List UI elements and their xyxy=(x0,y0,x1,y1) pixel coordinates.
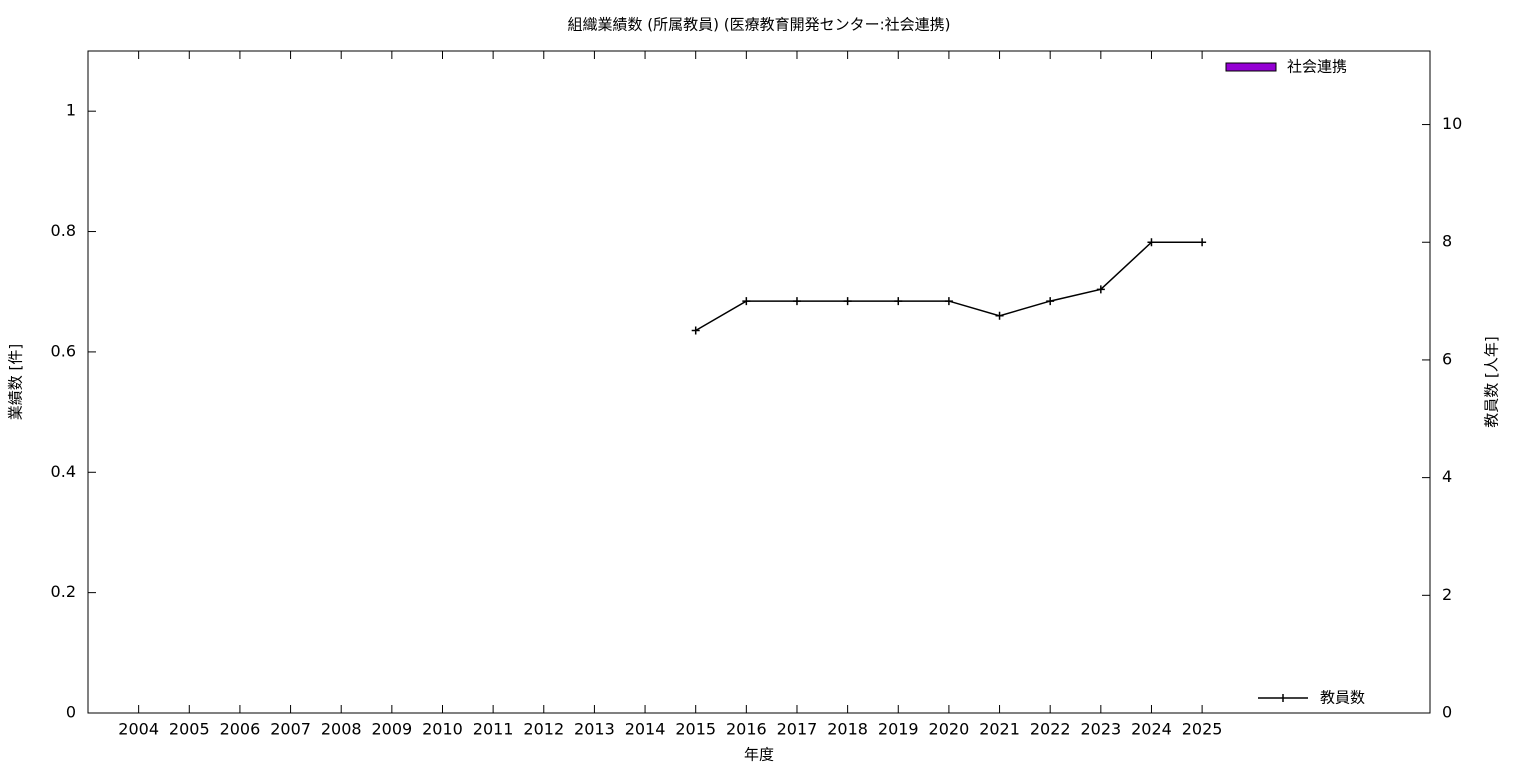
x-tick-label: 2009 xyxy=(371,720,412,739)
x-tick-label: 2016 xyxy=(726,720,767,739)
x-tick-label: 2025 xyxy=(1182,720,1223,739)
x-tick-label: 2022 xyxy=(1030,720,1071,739)
x-tick-label: 2010 xyxy=(422,720,463,739)
line xyxy=(695,241,1203,332)
x-tick-label: 2007 xyxy=(270,720,311,739)
x-tick-label: 2004 xyxy=(118,720,159,739)
y2-tick-label: 4 xyxy=(1442,467,1452,486)
point xyxy=(742,297,751,306)
y2-axis-label: 教員数 [人年] xyxy=(1483,336,1501,427)
plot-frame xyxy=(87,50,1431,714)
x-tick-label: 2021 xyxy=(979,720,1020,739)
x-tick-label: 2005 xyxy=(169,720,210,739)
legend-swatch xyxy=(1258,694,1308,702)
y2-tick-label: 8 xyxy=(1442,232,1452,251)
x-tick-label: 2023 xyxy=(1080,720,1121,739)
point xyxy=(1046,297,1055,306)
y-tick-label: 0.4 xyxy=(51,462,76,481)
x-tick-label: 2011 xyxy=(473,720,514,739)
y2-tick-label: 10 xyxy=(1442,114,1462,133)
y-tick-label: 1 xyxy=(66,101,76,120)
chart-title: 組織業績数 (所属教員) (医療教育開発センター:社会連携) xyxy=(567,16,950,34)
x-tick-label: 2006 xyxy=(220,720,261,739)
y-tick-label: 0.8 xyxy=(51,221,76,240)
point xyxy=(691,326,700,335)
x-tick-label: 2014 xyxy=(625,720,666,739)
y2-tick-label: 2 xyxy=(1442,585,1452,604)
point xyxy=(1198,238,1207,247)
x-tick-label: 2015 xyxy=(675,720,716,739)
y2-tick-label: 6 xyxy=(1442,349,1452,368)
x-tick-label: 2020 xyxy=(929,720,970,739)
y-tick-label: 0.2 xyxy=(51,582,76,601)
y-tick-label: 0.6 xyxy=(51,341,76,360)
point xyxy=(1147,238,1156,247)
legend-label: 社会連携 xyxy=(1287,58,1347,76)
point xyxy=(792,297,801,306)
x-tick-label: 2018 xyxy=(827,720,868,739)
x-tick-label: 2008 xyxy=(321,720,362,739)
point xyxy=(1096,285,1105,294)
legend-label: 教員数 xyxy=(1320,689,1365,707)
x-tick-label: 2013 xyxy=(574,720,615,739)
x-axis-label: 年度 xyxy=(744,746,774,764)
point xyxy=(995,311,1004,320)
y-axis-label: 業績数 [件] xyxy=(7,344,25,420)
x-tick-label: 2019 xyxy=(878,720,919,739)
point xyxy=(944,297,953,306)
y2-tick-label: 0 xyxy=(1442,703,1452,722)
x-tick-label: 2012 xyxy=(523,720,564,739)
y-tick-label: 0 xyxy=(66,703,76,722)
legend-swatch xyxy=(1225,62,1277,72)
x-tick-label: 2024 xyxy=(1131,720,1172,739)
x-tick-label: 2017 xyxy=(777,720,818,739)
point xyxy=(843,297,852,306)
point xyxy=(894,297,903,306)
